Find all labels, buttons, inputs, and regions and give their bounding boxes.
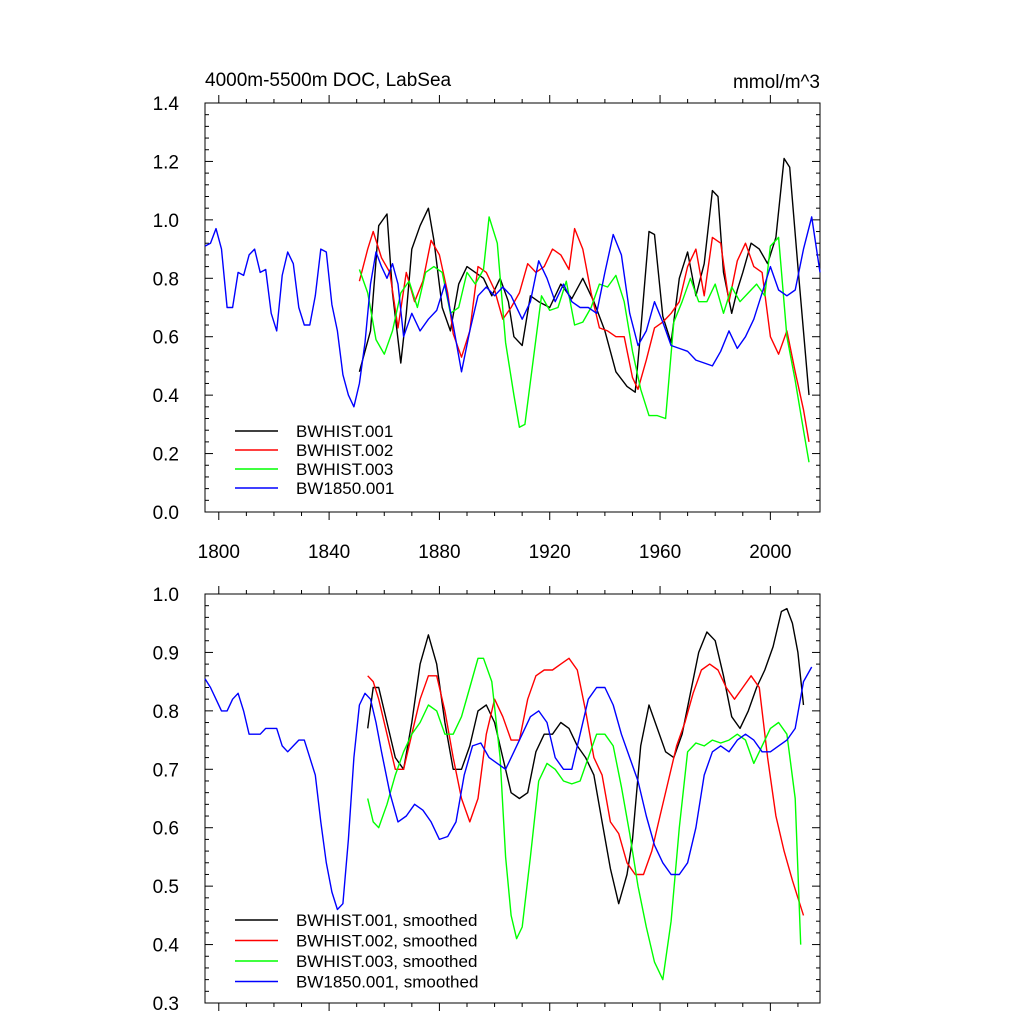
bottom-panel: 0.3 0.4 0.5 0.6 0.7 0.8 0.9 1.0 BWHIST.001, smo… bbox=[153, 585, 821, 1015]
series-line-2 bbox=[358, 227, 810, 443]
x-tick-label: 1960 bbox=[639, 542, 681, 563]
series-line-3 bbox=[358, 216, 810, 463]
y-tick-label: 0.6 bbox=[153, 819, 179, 840]
x-tick-label: 1840 bbox=[308, 542, 350, 563]
legend-label: BW1850.001, smoothed bbox=[296, 973, 478, 992]
y-tick-label: 0.8 bbox=[153, 269, 179, 290]
legend-label: BWHIST.001, smoothed bbox=[296, 911, 477, 930]
y-tick-label: 0.8 bbox=[153, 702, 179, 723]
top-plot-frame bbox=[204, 102, 821, 513]
bottom-axis-ticks: 0.3 0.4 0.5 0.6 0.7 0.8 0.9 1.0 bbox=[153, 585, 820, 1015]
legend-label: BWHIST.001 bbox=[296, 422, 393, 441]
legend-label: BWHIST.002, smoothed bbox=[296, 932, 477, 951]
bottom-plot-frame bbox=[204, 593, 821, 1004]
legend-label: BW1850.001 bbox=[296, 479, 394, 498]
y-tick-label: 0.7 bbox=[153, 760, 179, 781]
top-panel: 4000m-5500m DOC, LabSea mmol/m^3 1800 184… bbox=[153, 70, 821, 563]
x-tick-label: 1880 bbox=[418, 542, 460, 563]
bottom-legend: BWHIST.001, smoothed BWHIST.002, smoothed… bbox=[235, 911, 478, 992]
y-tick-label: 1.0 bbox=[153, 585, 179, 606]
y-tick-label: 0.9 bbox=[153, 643, 179, 664]
top-chart-units: mmol/m^3 bbox=[733, 72, 820, 93]
series-line-4 bbox=[204, 666, 813, 911]
top-chart-title: 4000m-5500m DOC, LabSea bbox=[205, 70, 452, 91]
top-axis-ticks: 1800 1840 1880 1920 1960 2000 0.0 0.2 0.4 0.6 0.8 1… bbox=[153, 94, 820, 563]
y-tick-label: 1.0 bbox=[153, 211, 179, 232]
series-line-4 bbox=[204, 216, 821, 408]
x-tick-label: 1920 bbox=[529, 542, 571, 563]
y-tick-label: 1.2 bbox=[153, 152, 179, 173]
y-tick-label: 0.4 bbox=[153, 386, 180, 407]
y-tick-label: 0.5 bbox=[153, 877, 179, 898]
x-tick-label: 1800 bbox=[198, 542, 240, 563]
y-tick-label: 0.0 bbox=[153, 503, 179, 524]
y-tick-label: 0.4 bbox=[153, 936, 180, 957]
series-line-1 bbox=[358, 157, 810, 396]
legend-label: BWHIST.003, smoothed bbox=[296, 952, 477, 971]
y-tick-label: 0.3 bbox=[153, 994, 179, 1015]
y-tick-label: 0.2 bbox=[153, 445, 179, 466]
x-tick-label: 2000 bbox=[749, 542, 791, 563]
series-line-3 bbox=[367, 657, 802, 981]
series-line-1 bbox=[367, 607, 805, 905]
legend-label: BWHIST.003 bbox=[296, 460, 393, 479]
series-line-2 bbox=[367, 657, 805, 916]
y-tick-label: 0.6 bbox=[153, 328, 179, 349]
top-series-lines bbox=[204, 157, 821, 463]
legend-label: BWHIST.002 bbox=[296, 441, 393, 460]
bottom-series-lines bbox=[204, 607, 813, 981]
y-tick-label: 1.4 bbox=[153, 94, 180, 115]
